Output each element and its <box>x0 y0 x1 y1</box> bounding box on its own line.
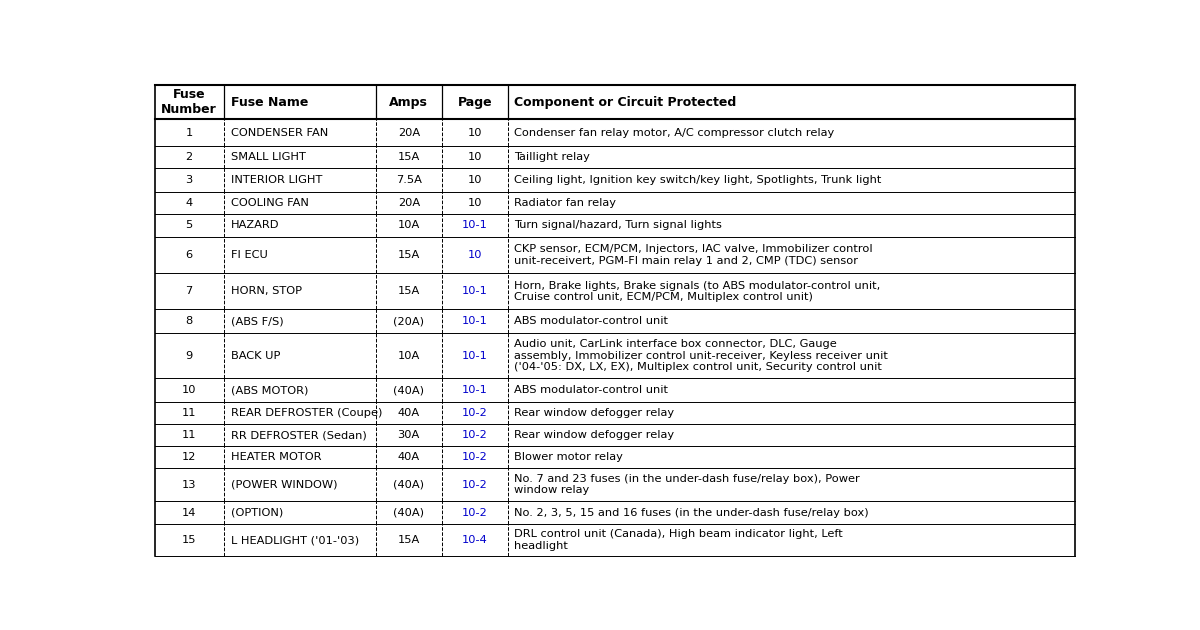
Text: HORN, STOP: HORN, STOP <box>232 287 302 296</box>
Text: HEATER MOTOR: HEATER MOTOR <box>232 452 322 462</box>
Text: 10-1: 10-1 <box>462 385 488 395</box>
Text: 20A: 20A <box>397 198 420 208</box>
Text: 10-1: 10-1 <box>462 351 488 360</box>
Text: 10-2: 10-2 <box>462 408 488 418</box>
Text: 15A: 15A <box>397 287 420 296</box>
Text: Horn, Brake lights, Brake signals (to ABS modulator-control unit,
Cruise control: Horn, Brake lights, Brake signals (to AB… <box>514 280 880 302</box>
Text: 12: 12 <box>182 452 197 462</box>
Text: Audio unit, CarLink interface box connector, DLC, Gauge
assembly, Immobilizer co: Audio unit, CarLink interface box connec… <box>514 339 888 372</box>
Text: 11: 11 <box>182 408 197 418</box>
Text: Fuse
Number: Fuse Number <box>161 88 217 116</box>
Text: 10: 10 <box>468 128 482 137</box>
Text: REAR DEFROSTER (Coupe): REAR DEFROSTER (Coupe) <box>232 408 383 418</box>
Text: Condenser fan relay motor, A/C compressor clutch relay: Condenser fan relay motor, A/C compresso… <box>514 128 834 137</box>
Text: (40A): (40A) <box>394 479 425 490</box>
Text: L HEADLIGHT ('01-'03): L HEADLIGHT ('01-'03) <box>232 535 359 545</box>
Text: (40A): (40A) <box>394 385 425 395</box>
Text: DRL control unit (Canada), High beam indicator light, Left
headlight: DRL control unit (Canada), High beam ind… <box>514 529 842 551</box>
Text: Fuse Name: Fuse Name <box>232 96 308 109</box>
Text: 2: 2 <box>186 152 193 162</box>
Text: 10-4: 10-4 <box>462 535 488 545</box>
Text: 9: 9 <box>186 351 193 360</box>
Text: FI ECU: FI ECU <box>232 250 268 260</box>
Text: 14: 14 <box>182 508 197 518</box>
Text: CONDENSER FAN: CONDENSER FAN <box>232 128 329 137</box>
Text: 10-1: 10-1 <box>462 220 488 231</box>
Text: No. 2, 3, 5, 15 and 16 fuses (in the under-dash fuse/relay box): No. 2, 3, 5, 15 and 16 fuses (in the und… <box>514 508 869 518</box>
Text: COOLING FAN: COOLING FAN <box>232 198 308 208</box>
Text: 10: 10 <box>182 385 197 395</box>
Text: Rear window defogger relay: Rear window defogger relay <box>514 430 674 440</box>
Text: 13: 13 <box>182 479 197 490</box>
Text: RR DEFROSTER (Sedan): RR DEFROSTER (Sedan) <box>232 430 367 440</box>
Text: 7.5A: 7.5A <box>396 175 421 185</box>
Text: 8: 8 <box>186 316 193 326</box>
Text: 10: 10 <box>468 175 482 185</box>
Text: 10-2: 10-2 <box>462 430 488 440</box>
Text: BACK UP: BACK UP <box>232 351 281 360</box>
Text: Blower motor relay: Blower motor relay <box>514 452 623 462</box>
Text: (40A): (40A) <box>394 508 425 518</box>
Text: 4: 4 <box>186 198 193 208</box>
Text: 10: 10 <box>468 250 482 260</box>
Text: 10-2: 10-2 <box>462 452 488 462</box>
Text: (OPTION): (OPTION) <box>232 508 283 518</box>
Text: (ABS MOTOR): (ABS MOTOR) <box>232 385 308 395</box>
Text: Ceiling light, Ignition key switch/key light, Spotlights, Trunk light: Ceiling light, Ignition key switch/key l… <box>514 175 881 185</box>
Text: 15A: 15A <box>397 152 420 162</box>
Text: 11: 11 <box>182 430 197 440</box>
Text: 15: 15 <box>182 535 197 545</box>
Text: 10: 10 <box>468 152 482 162</box>
Text: 40A: 40A <box>397 452 420 462</box>
Text: (POWER WINDOW): (POWER WINDOW) <box>232 479 337 490</box>
Text: 5: 5 <box>186 220 193 231</box>
Text: 10-1: 10-1 <box>462 287 488 296</box>
Text: HAZARD: HAZARD <box>232 220 280 231</box>
Text: ABS modulator-control unit: ABS modulator-control unit <box>514 385 667 395</box>
Text: Taillight relay: Taillight relay <box>514 152 589 162</box>
Text: 10-1: 10-1 <box>462 316 488 326</box>
Text: 10: 10 <box>468 198 482 208</box>
Text: 7: 7 <box>186 287 193 296</box>
Text: 40A: 40A <box>397 408 420 418</box>
Text: No. 7 and 23 fuses (in the under-dash fuse/relay box), Power
window relay: No. 7 and 23 fuses (in the under-dash fu… <box>514 474 859 495</box>
Text: Turn signal/hazard, Turn signal lights: Turn signal/hazard, Turn signal lights <box>514 220 721 231</box>
Text: ABS modulator-control unit: ABS modulator-control unit <box>514 316 667 326</box>
Text: 1: 1 <box>186 128 193 137</box>
Text: (ABS F/S): (ABS F/S) <box>232 316 283 326</box>
Text: 10A: 10A <box>397 351 420 360</box>
Text: 15A: 15A <box>397 250 420 260</box>
Text: 3: 3 <box>186 175 193 185</box>
Text: 6: 6 <box>186 250 193 260</box>
Text: CKP sensor, ECM/PCM, Injectors, IAC valve, Immobilizer control
unit-receivert, P: CKP sensor, ECM/PCM, Injectors, IAC valv… <box>514 244 872 266</box>
Text: Radiator fan relay: Radiator fan relay <box>514 198 616 208</box>
Text: 30A: 30A <box>397 430 420 440</box>
Text: SMALL LIGHT: SMALL LIGHT <box>232 152 306 162</box>
Text: 15A: 15A <box>397 535 420 545</box>
Text: Amps: Amps <box>389 96 428 109</box>
Text: 10-2: 10-2 <box>462 508 488 518</box>
Text: Page: Page <box>457 96 492 109</box>
Text: INTERIOR LIGHT: INTERIOR LIGHT <box>232 175 323 185</box>
Text: 20A: 20A <box>397 128 420 137</box>
Text: 10A: 10A <box>397 220 420 231</box>
Text: Rear window defogger relay: Rear window defogger relay <box>514 408 674 418</box>
Text: Component or Circuit Protected: Component or Circuit Protected <box>514 96 736 109</box>
Text: (20A): (20A) <box>394 316 425 326</box>
Text: 10-2: 10-2 <box>462 479 488 490</box>
